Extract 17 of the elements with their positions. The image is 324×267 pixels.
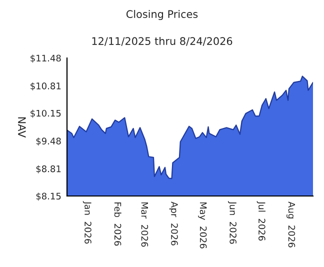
x-tick-label: Feb 2026	[114, 202, 122, 246]
y-axis-title: NAV	[18, 117, 26, 138]
x-tick-label: Apr 2026	[169, 202, 178, 246]
chart-subtitle: 12/11/2025 thru 8/24/2026	[92, 36, 232, 46]
chart-title: Closing Prices	[126, 10, 198, 20]
x-tick-label: Jun 2026	[228, 201, 236, 244]
x-tick-label: Aug 2026	[286, 202, 296, 248]
y-tick-label: $10.81	[30, 82, 61, 91]
x-tick-label: Jan 2026	[82, 201, 92, 244]
y-tick-label: $8.15	[36, 192, 61, 201]
x-tick-label: May 2026	[198, 202, 207, 248]
y-tick-label: $11.48	[30, 54, 61, 63]
y-tick-label: $10.15	[30, 110, 61, 118]
x-tick-label: Jul 2026	[256, 201, 266, 241]
y-tick-label: $9.48	[36, 137, 61, 146]
x-tick-label: Mar 2026	[141, 202, 148, 247]
y-tick-label: $8.81	[36, 165, 61, 174]
